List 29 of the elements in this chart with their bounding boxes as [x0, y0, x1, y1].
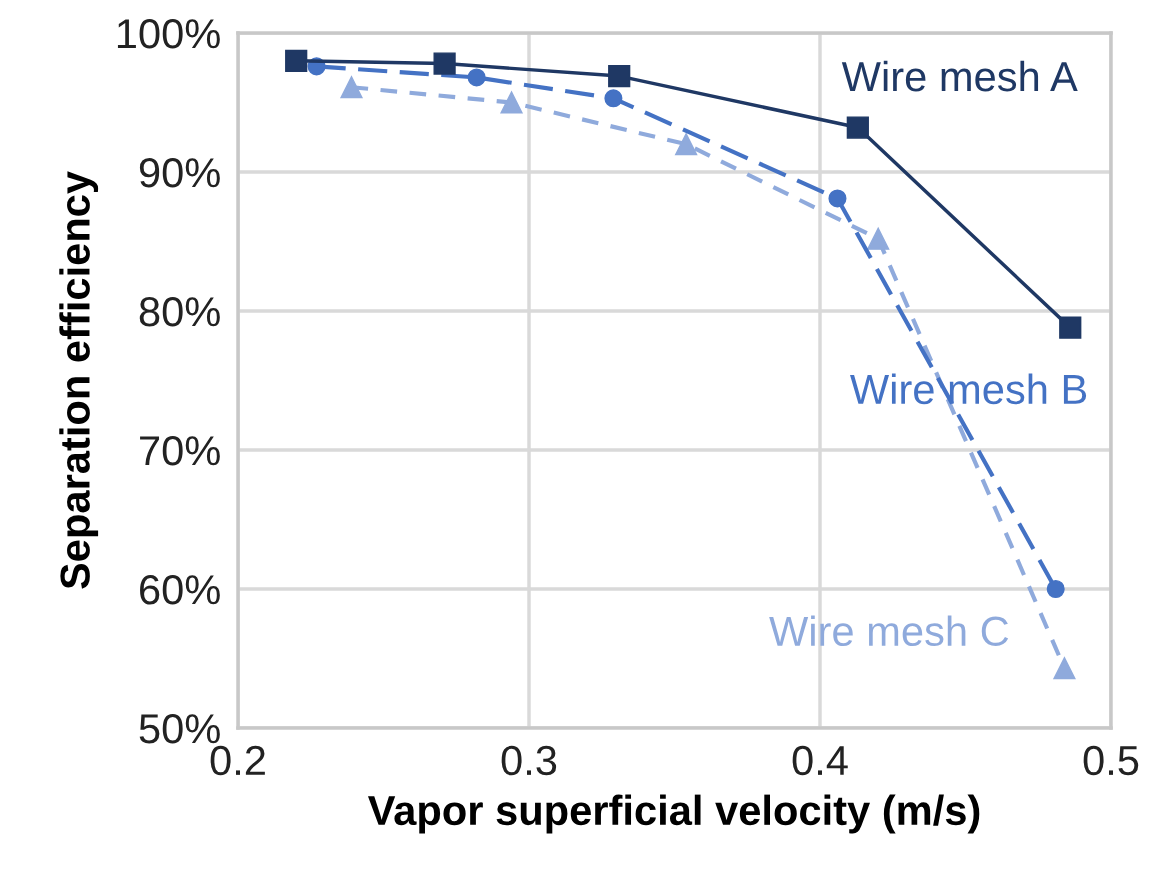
- x-axis-title: Vapor superficial velocity (m/s): [367, 794, 980, 834]
- point: [285, 49, 308, 72]
- series-label: Wire mesh C: [769, 615, 1009, 647]
- y-tick-label: 100%: [117, 19, 220, 49]
- x-tick-label: 0.3: [501, 745, 557, 776]
- series-label: Wire mesh A: [841, 60, 1078, 92]
- x-tick-label: 0.2: [210, 745, 265, 776]
- y-tick-label: 50%: [139, 714, 220, 744]
- point: [608, 64, 631, 88]
- point: [867, 227, 890, 250]
- point: [675, 133, 698, 156]
- point: [846, 116, 869, 139]
- point: [433, 52, 456, 75]
- point: [1059, 316, 1082, 339]
- y-tick-label: 90%: [139, 158, 220, 188]
- series-label: Wire mesh B: [850, 373, 1087, 405]
- point: [1053, 657, 1076, 680]
- x-tick-label: 0.5: [1083, 745, 1139, 776]
- point: [604, 89, 623, 108]
- point: [340, 76, 363, 99]
- y-tick-label: 70%: [140, 436, 220, 466]
- point: [828, 189, 847, 208]
- point: [1046, 579, 1065, 599]
- point: [467, 68, 486, 87]
- point: [500, 91, 523, 114]
- y-tick-label: 60%: [140, 575, 220, 605]
- y-tick-label: 80%: [139, 297, 220, 327]
- y-axis-title: Separation efficiency: [59, 171, 99, 589]
- x-tick-label: 0.4: [792, 745, 848, 776]
